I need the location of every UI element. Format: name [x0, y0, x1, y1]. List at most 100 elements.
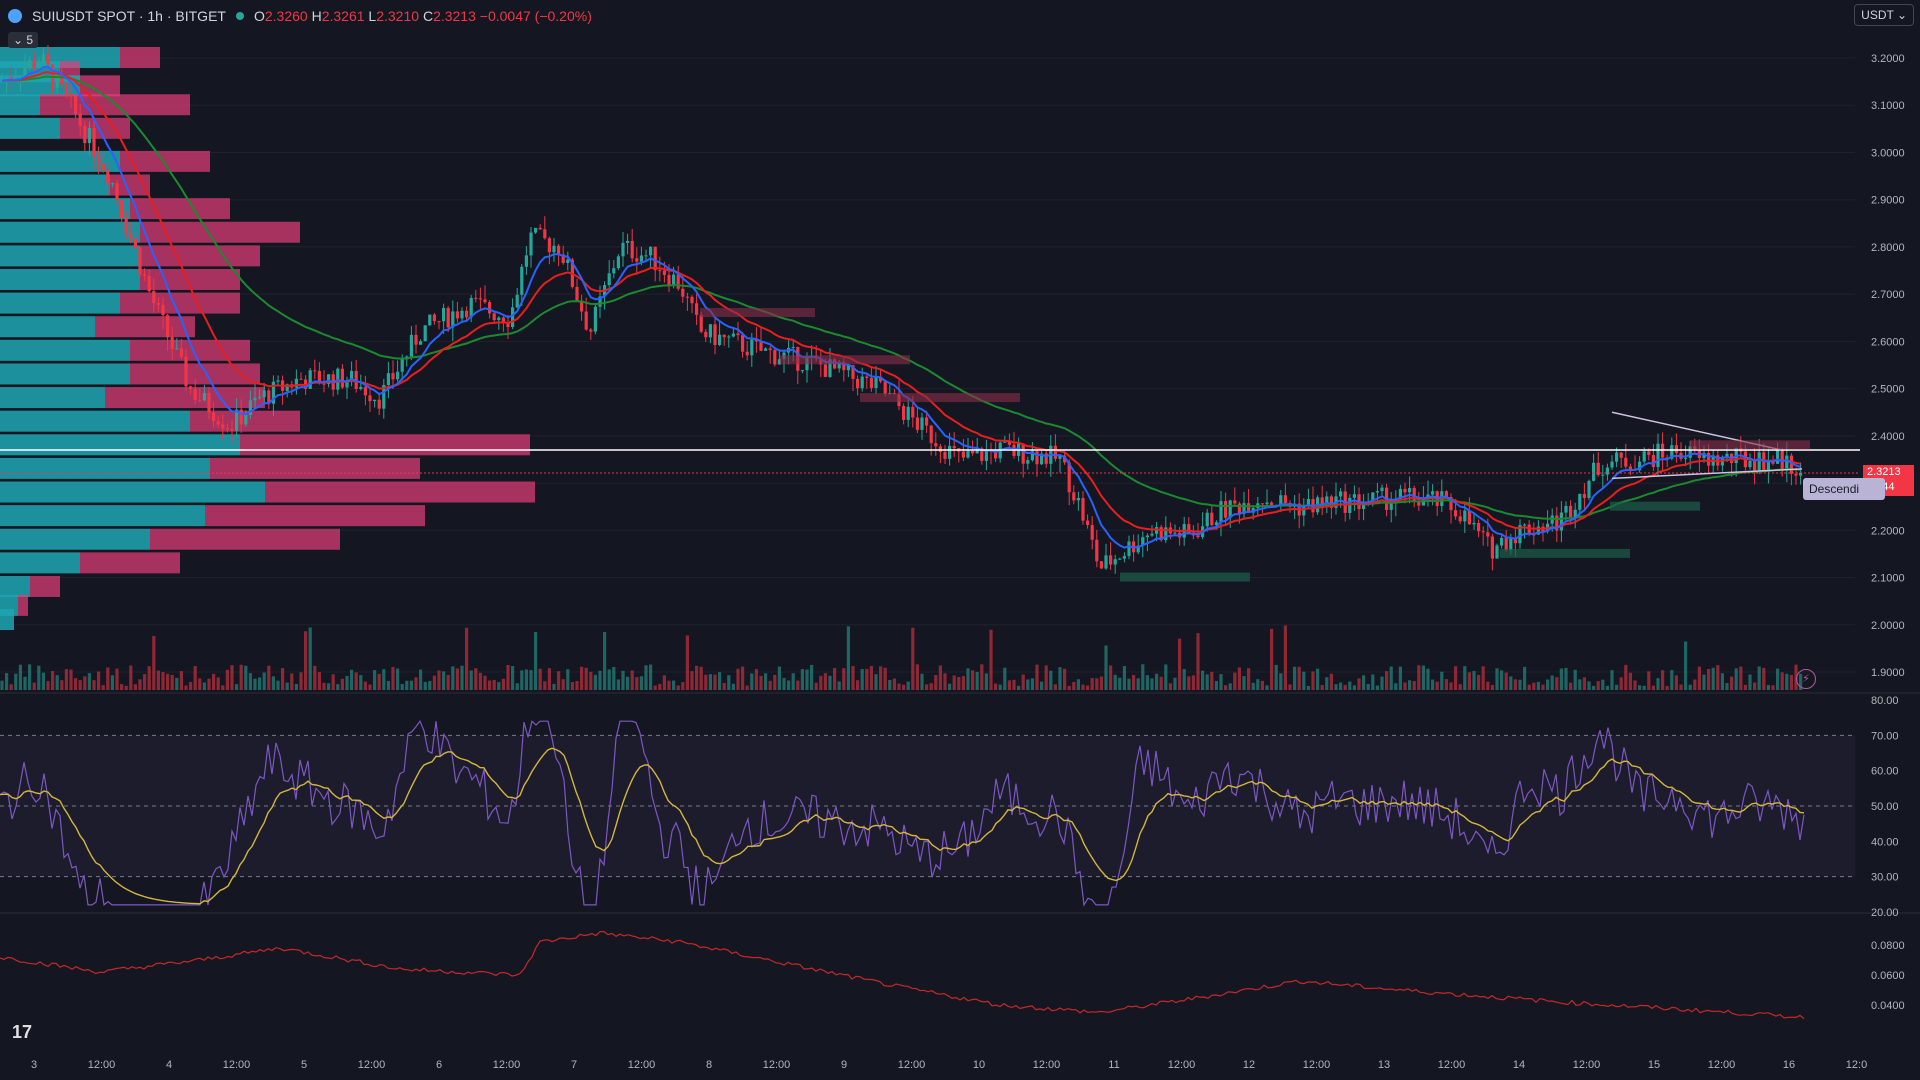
candle-body: [179, 348, 183, 357]
volume-bar: [1035, 664, 1039, 690]
volume-bar: [1127, 678, 1131, 690]
candle-body: [607, 273, 611, 286]
volume-bar: [156, 670, 160, 690]
time-axis-label: 7: [571, 1059, 577, 1071]
candle-body: [138, 247, 142, 275]
volume-profile-sell: [18, 594, 28, 616]
candle-body: [359, 386, 363, 389]
candle-body: [1605, 467, 1609, 475]
volume-bar: [547, 668, 551, 690]
volume-bar: [1306, 685, 1310, 690]
volume-bar: [639, 676, 643, 690]
candle-body: [1224, 501, 1228, 518]
volume-bar: [1550, 675, 1554, 690]
candle-body: [667, 274, 671, 286]
candle-body: [681, 288, 685, 297]
volume-bar: [281, 668, 285, 690]
volume-bar: [1320, 685, 1324, 690]
indicators-toggle[interactable]: ⌄ 5: [8, 32, 39, 48]
candle-body: [1412, 488, 1416, 502]
volume-bar: [791, 673, 795, 690]
candle-body: [1527, 524, 1531, 535]
volume-bar: [1449, 682, 1453, 690]
volume-bar: [336, 684, 340, 690]
volume-bar: [9, 684, 13, 690]
candle-body: [1564, 505, 1568, 513]
candle-body: [1610, 461, 1614, 468]
volume-bar: [60, 680, 64, 690]
volume-bar: [833, 667, 837, 690]
currency-select[interactable]: USDT ⌄: [1854, 4, 1914, 26]
candle-body: [1417, 501, 1421, 506]
candle-body: [1587, 480, 1591, 498]
volume-bar: [32, 682, 36, 690]
candle-body: [653, 246, 657, 271]
tradingview-logo[interactable]: 17: [12, 1022, 33, 1042]
candle-body: [1053, 445, 1057, 459]
volume-bar: [1412, 681, 1416, 690]
time-axis-label: 11: [1108, 1059, 1119, 1071]
volume-bar: [1049, 670, 1053, 690]
volume-profile-buy: [0, 410, 190, 432]
volume-bar: [810, 664, 814, 690]
last-price: 2.3213: [1867, 466, 1901, 478]
candle-body: [1086, 520, 1090, 525]
candle-body: [1035, 451, 1039, 465]
volume-bar: [915, 664, 919, 690]
candle-body: [1495, 545, 1499, 559]
volume-bar: [327, 683, 331, 690]
candle-body: [221, 424, 225, 429]
volume-profile-buy: [0, 339, 130, 361]
candle-body: [1776, 449, 1780, 464]
flash-icon[interactable]: ⚡: [1796, 669, 1816, 689]
volume-profile-buy: [0, 221, 140, 243]
volume-bar: [543, 681, 547, 690]
volume-bar: [1541, 684, 1545, 690]
volume-bar: [1251, 682, 1255, 690]
candle-body: [731, 333, 735, 337]
volume-bar: [750, 673, 754, 690]
volume-profile-buy: [0, 292, 120, 314]
currency-label: USDT: [1861, 8, 1894, 22]
candle-body: [1674, 445, 1678, 453]
close-value: 2.3213: [433, 8, 476, 24]
volume-bar: [1472, 670, 1476, 690]
volume-bar: [1007, 680, 1011, 690]
symbol-title[interactable]: SUIUSDT SPOT · 1h · BITGET: [32, 8, 226, 24]
volume-bar: [1725, 683, 1729, 690]
candle-body: [1454, 510, 1458, 517]
candle-body: [1702, 452, 1706, 459]
candle-body: [915, 417, 919, 430]
pattern-label[interactable]: Descendi: [1803, 478, 1885, 500]
candle-body: [865, 376, 869, 378]
candle-body: [676, 274, 680, 289]
candle-body: [1766, 460, 1770, 470]
candle-body: [1159, 527, 1163, 541]
volume-bar: [1380, 676, 1384, 690]
price-axis-label: 2.9000: [1871, 195, 1905, 207]
volume-bar: [1495, 668, 1499, 690]
volume-bar: [1030, 678, 1034, 690]
volume-bar: [221, 685, 225, 690]
volume-bar: [1789, 674, 1793, 690]
volume-bar: [1684, 641, 1688, 690]
candle-body: [69, 93, 73, 96]
volume-profile-sell: [240, 434, 530, 456]
volume-bar: [400, 683, 404, 690]
volume-bar: [1523, 666, 1527, 690]
volume-bar: [1375, 685, 1379, 690]
time-axis-label: 12:0: [1846, 1059, 1867, 1071]
low-value: 2.3210: [376, 8, 420, 24]
candle-body: [580, 300, 584, 312]
volume-bar: [1762, 667, 1766, 690]
volume-bar: [1329, 673, 1333, 690]
candle-body: [520, 266, 524, 295]
volume-bar: [313, 665, 317, 690]
time-axis-label: 12: [1243, 1059, 1255, 1071]
candle-body: [1444, 491, 1448, 498]
volume-bar: [658, 683, 662, 690]
volume-bar: [147, 666, 151, 690]
volume-bar: [1270, 628, 1274, 690]
volume-bar: [1592, 685, 1596, 690]
